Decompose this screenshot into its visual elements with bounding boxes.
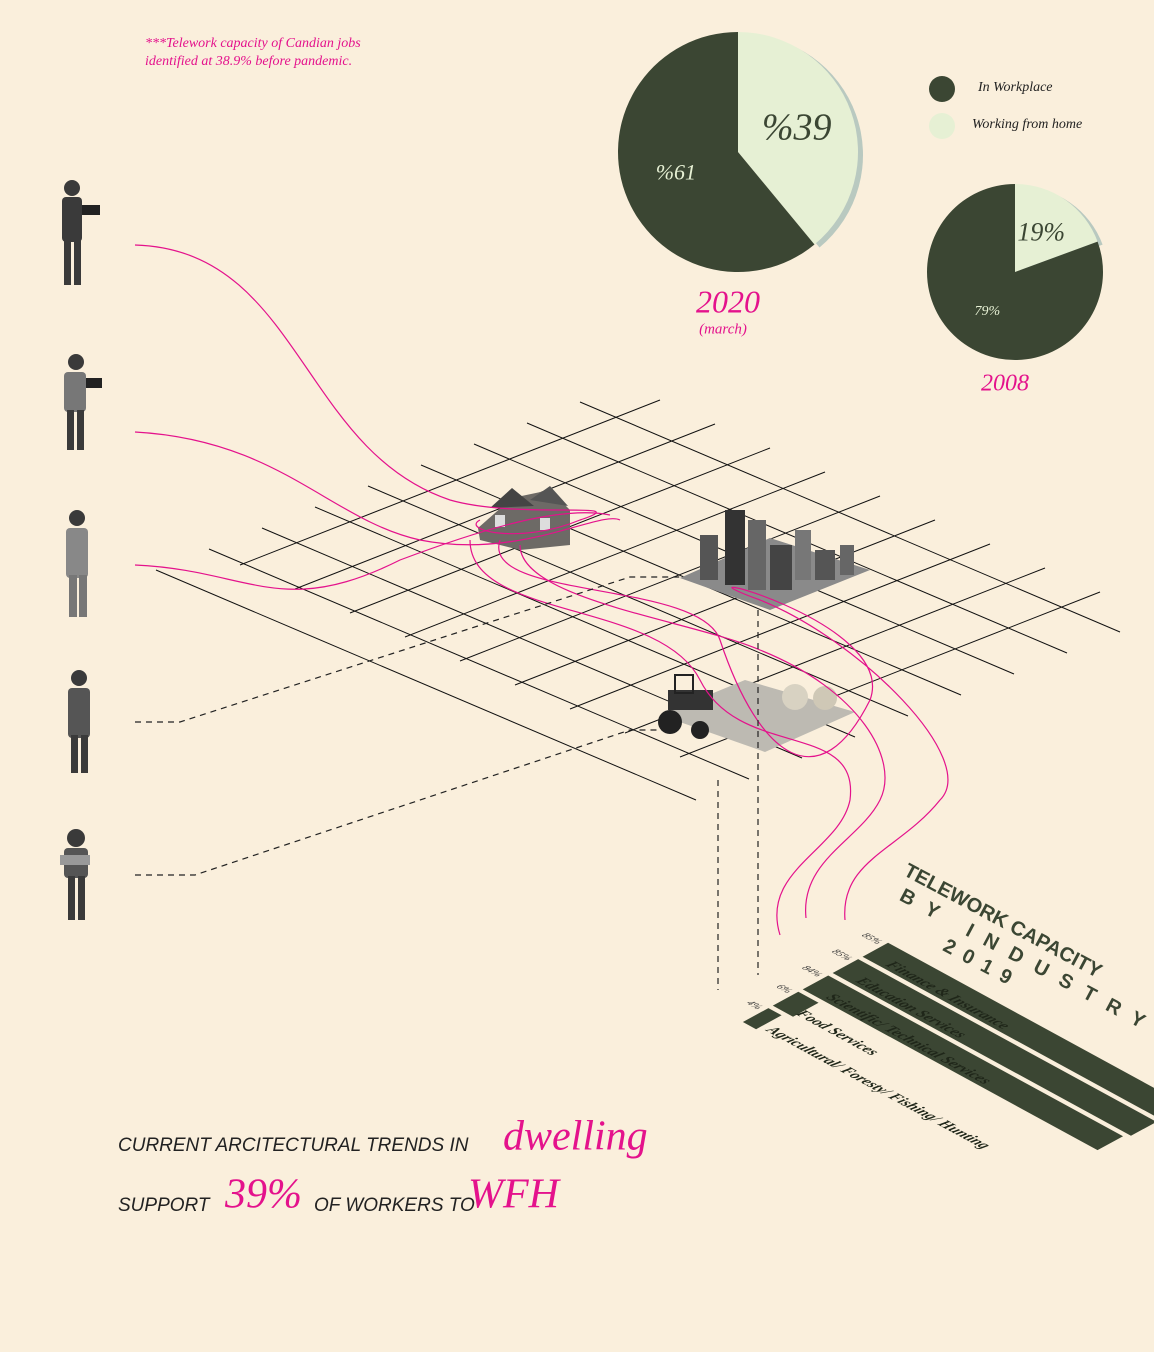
headline-text: OF WORKERS TO: [314, 1195, 475, 1216]
bar-value-label: 4%: [743, 999, 764, 1011]
bar-value-label: 6%: [773, 983, 794, 995]
person: [64, 354, 102, 450]
person: [66, 510, 88, 617]
grid-line: [459, 495, 881, 662]
person: [60, 829, 90, 920]
wfh-curves: [134, 244, 949, 936]
note-line: ***Telework capacity of Candian jobs: [145, 36, 361, 51]
grid-line: [579, 401, 1121, 633]
pie-value-label: 19%: [1017, 217, 1065, 246]
pie-title: 2020: [696, 283, 760, 319]
legend-swatch: [929, 113, 955, 139]
pie-subtitle: (march): [699, 321, 747, 337]
legend-label: In Workplace: [977, 80, 1053, 95]
headline-emphasis: dwelling: [503, 1114, 648, 1160]
note-line: identified at 38.9% before pandemic.: [145, 54, 352, 69]
grid-line: [569, 543, 991, 710]
headline-text: SUPPORT: [118, 1195, 211, 1216]
bar: [860, 941, 1154, 1121]
dashed-connectors: [135, 576, 759, 990]
pie-title: 2008: [981, 371, 1029, 397]
headline-emphasis: 39%: [224, 1172, 302, 1218]
grid-line: [239, 399, 661, 566]
farm-icon: [658, 674, 855, 752]
pie-value-label: 79%: [974, 304, 1000, 319]
pie-slice: [927, 184, 1104, 361]
bar: [800, 974, 1125, 1152]
grid-line: [404, 471, 826, 638]
people: [60, 180, 102, 920]
person: [68, 670, 90, 773]
bar: [771, 990, 821, 1018]
headline-text: CURRENT ARCITECTURAL TRENDS IN: [118, 1135, 469, 1156]
house-icon: [478, 486, 570, 550]
legend: In Workplace Working from home: [929, 76, 1082, 139]
legend-swatch: [929, 76, 955, 102]
legend-label: Working from home: [972, 117, 1082, 132]
pie-value-label: %61: [656, 159, 696, 184]
grid-line: [367, 485, 909, 717]
pie-slice: [738, 32, 859, 245]
bar: [830, 958, 1154, 1137]
pie-slice: [1015, 184, 1098, 272]
pie-slice: [618, 32, 815, 272]
headline-emphasis: WFH: [468, 1172, 562, 1218]
person: [62, 180, 100, 285]
city-icon: [680, 510, 870, 610]
bar: [741, 1007, 784, 1031]
grid-line: [514, 519, 936, 686]
pie-value-label: %39: [762, 107, 832, 149]
grid-line: [208, 548, 750, 780]
grid-line: [155, 569, 697, 801]
